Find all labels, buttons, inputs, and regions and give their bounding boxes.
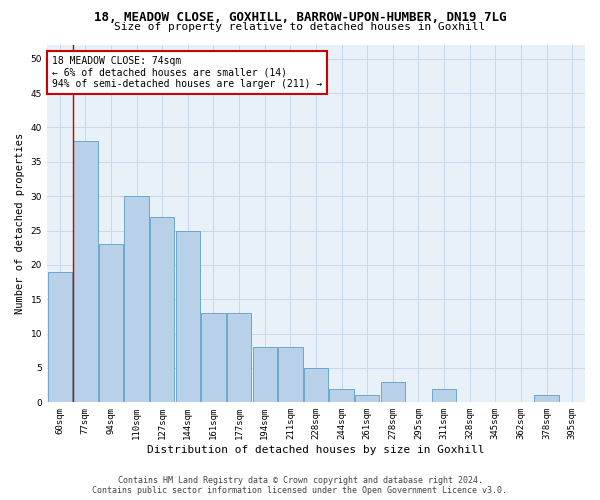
Bar bbox=[380, 382, 405, 402]
Bar bbox=[99, 244, 123, 402]
Text: 18, MEADOW CLOSE, GOXHILL, BARROW-UPON-HUMBER, DN19 7LG: 18, MEADOW CLOSE, GOXHILL, BARROW-UPON-H… bbox=[94, 11, 506, 24]
Bar bbox=[150, 217, 175, 402]
Bar bbox=[47, 272, 72, 402]
Bar bbox=[253, 348, 277, 403]
Text: 18 MEADOW CLOSE: 74sqm
← 6% of detached houses are smaller (14)
94% of semi-deta: 18 MEADOW CLOSE: 74sqm ← 6% of detached … bbox=[52, 56, 323, 89]
Bar bbox=[227, 313, 251, 402]
Text: Size of property relative to detached houses in Goxhill: Size of property relative to detached ho… bbox=[115, 22, 485, 32]
X-axis label: Distribution of detached houses by size in Goxhill: Distribution of detached houses by size … bbox=[147, 445, 485, 455]
Bar bbox=[201, 313, 226, 402]
Bar bbox=[304, 368, 328, 402]
Bar bbox=[355, 396, 379, 402]
Bar bbox=[432, 388, 456, 402]
Bar bbox=[329, 388, 354, 402]
Text: Contains HM Land Registry data © Crown copyright and database right 2024.
Contai: Contains HM Land Registry data © Crown c… bbox=[92, 476, 508, 495]
Bar bbox=[73, 141, 98, 403]
Bar bbox=[535, 396, 559, 402]
Y-axis label: Number of detached properties: Number of detached properties bbox=[15, 133, 25, 314]
Bar bbox=[176, 230, 200, 402]
Bar bbox=[124, 196, 149, 402]
Bar bbox=[278, 348, 302, 403]
